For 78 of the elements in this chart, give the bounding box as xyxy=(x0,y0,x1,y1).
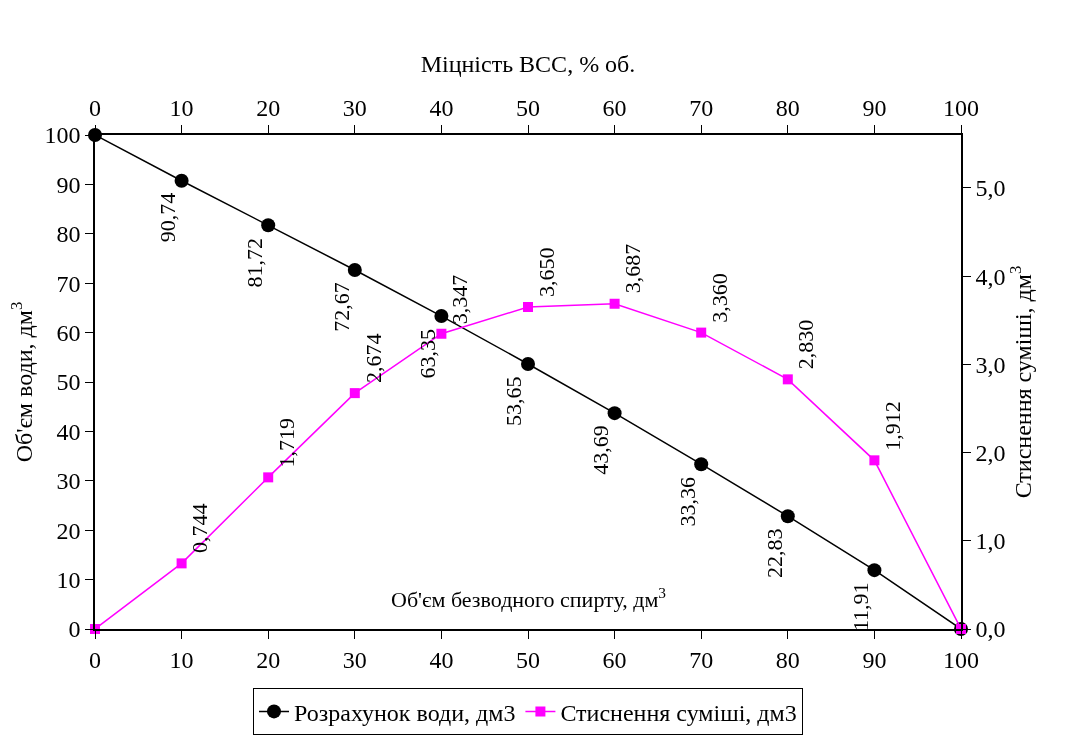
x2-tick-label: 20 xyxy=(256,646,281,673)
point xyxy=(176,558,187,569)
x-tick-label: 70 xyxy=(689,94,714,121)
point xyxy=(869,455,880,466)
point xyxy=(521,356,535,371)
y-tick-label: 80 xyxy=(56,221,81,248)
x-tick-label: 0 xyxy=(89,94,101,121)
data-label: 2,674 xyxy=(360,333,386,383)
data-label: 3,650 xyxy=(533,247,559,298)
x-tick-label: 20 xyxy=(256,94,281,121)
data-label: 63,35 xyxy=(415,328,441,379)
y-tick-label: 40 xyxy=(56,418,81,445)
x-axis-title: Об'єм безводного спирту, дм$^{3}$ xyxy=(391,584,667,613)
data-label: 22,83 xyxy=(761,528,787,579)
x2-tick-label: 10 xyxy=(169,646,194,673)
point xyxy=(261,218,276,233)
y-tick-label: 100 xyxy=(44,122,81,149)
point xyxy=(349,388,360,399)
point xyxy=(263,472,274,483)
data-label: 72,67 xyxy=(328,282,354,332)
point xyxy=(780,509,795,524)
x2-tick-label: 60 xyxy=(602,646,627,673)
x-tick-label: 40 xyxy=(429,94,454,121)
x-tick-label: 80 xyxy=(775,94,800,121)
x-tick-label: 50 xyxy=(516,94,540,121)
y2-tick-label: 2,0 xyxy=(975,439,1006,466)
x-tick-label: 90 xyxy=(862,94,887,121)
x2-tick-label: 80 xyxy=(775,646,800,673)
point xyxy=(434,309,449,324)
y2-tick-label: 0,0 xyxy=(975,616,1006,643)
y2-tick-label: 1,0 xyxy=(975,528,1006,555)
data-label: 90,74 xyxy=(154,192,180,243)
y-tick-label: 60 xyxy=(56,320,81,346)
y-tick-label: 90 xyxy=(56,171,81,198)
data-label: 2,830 xyxy=(793,319,819,370)
x2-tick-label: 50 xyxy=(516,646,540,673)
x2-tick-label: 40 xyxy=(429,646,454,673)
x-tick-label: 10 xyxy=(169,94,194,121)
point xyxy=(347,263,362,277)
x2-tick-label: 90 xyxy=(862,646,887,673)
x-tick-label: 60 xyxy=(602,94,627,121)
y-tick-label: 50 xyxy=(56,369,81,396)
point xyxy=(523,302,533,313)
y-tick-label: 0 xyxy=(68,616,81,643)
point xyxy=(609,298,620,309)
y2-tick-label: 4,0 xyxy=(975,263,1006,290)
data-label: 3,360 xyxy=(706,273,732,323)
data-label: 0,744 xyxy=(187,503,213,553)
x2-tick-label: 30 xyxy=(342,646,367,673)
data-label: 3,347 xyxy=(446,274,472,325)
legend-label: Розрахунок води, дм3 xyxy=(294,699,516,726)
x-tick-label: 30 xyxy=(342,94,367,121)
data-label: 1,719 xyxy=(273,418,299,468)
x2-tick-label: 0 xyxy=(89,646,101,673)
data-label: 3,687 xyxy=(619,243,645,294)
x2-axis-title: Міцність ВСС, % об. xyxy=(420,51,636,78)
data-label: 53,65 xyxy=(501,376,527,426)
y2-tick-label: 5,0 xyxy=(975,175,1006,202)
x2-tick-label: 70 xyxy=(689,646,714,673)
point xyxy=(867,563,882,578)
data-label: 11,91 xyxy=(847,582,873,632)
x-tick-label: 100 xyxy=(943,94,979,121)
y-tick-label: 20 xyxy=(56,517,81,544)
y-tick-label: 30 xyxy=(56,468,81,495)
point xyxy=(782,374,793,385)
x2-tick-label: 100 xyxy=(943,646,979,673)
point xyxy=(696,327,707,338)
data-label: 1,912 xyxy=(880,401,906,451)
y2-tick-label: 3,0 xyxy=(975,351,1006,378)
data-label: 81,72 xyxy=(241,238,267,288)
data-label: 33,36 xyxy=(675,476,700,527)
point xyxy=(694,457,709,472)
legend-label: Стиснення суміші, дм3 xyxy=(560,699,797,726)
y-tick-label: 70 xyxy=(56,270,81,297)
point xyxy=(607,406,622,421)
point xyxy=(174,173,189,188)
data-label: 43,69 xyxy=(588,425,614,475)
y-tick-label: 10 xyxy=(56,567,81,593)
